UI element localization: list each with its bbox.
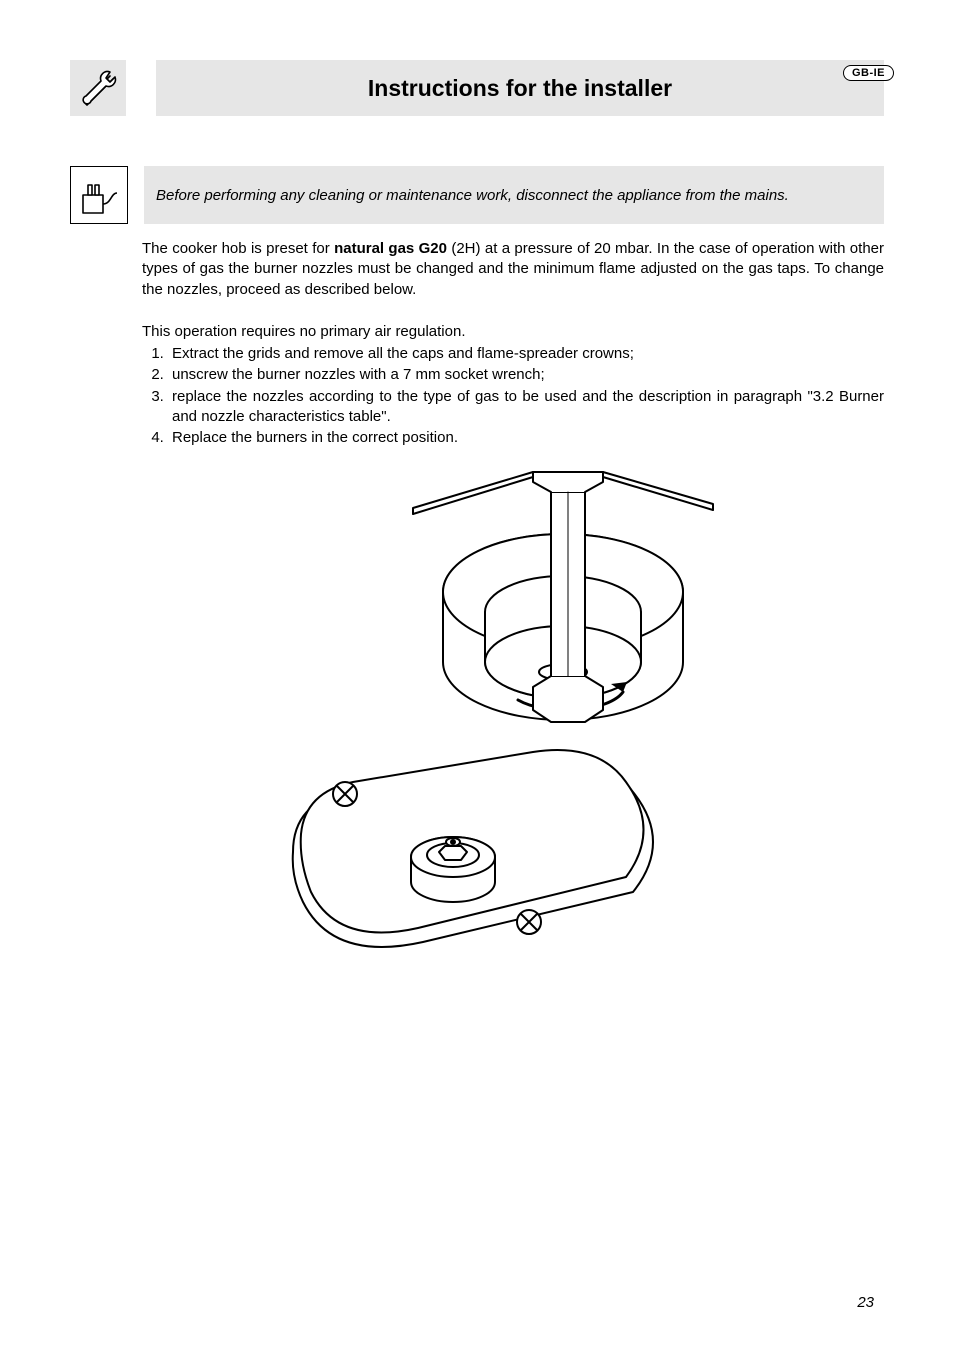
header-icon-box [70,60,126,116]
page-number: 23 [857,1294,874,1311]
warning-row: Before performing any cleaning or mainte… [70,166,884,224]
intro-bold: natural gas G20 [334,240,447,257]
header-row: Instructions for the installer [70,60,884,116]
plug-disconnect-icon [77,173,121,217]
steps-list: Extract the grids and remove all the cap… [142,344,884,448]
warning-band: Before performing any cleaning or mainte… [144,166,884,224]
page-root: GB-IE Instructions for the installer [0,0,954,1351]
warning-icon-box [70,166,128,224]
intro-before: The cooker hob is preset for [142,240,334,257]
warning-text: Before performing any cleaning or mainte… [156,187,789,204]
figure-wrap [142,458,884,982]
body-block: The cooker hob is preset for natural gas… [142,239,884,448]
pre-list-text: This operation requires no primary air r… [142,322,884,342]
page-title: Instructions for the installer [368,75,672,102]
step-item: Extract the grids and remove all the cap… [168,344,884,364]
step-item: unscrew the burner nozzles with a 7 mm s… [168,365,884,385]
step-item: replace the nozzles according to the typ… [168,387,884,428]
intro-paragraph: The cooker hob is preset for natural gas… [142,239,884,300]
nozzle-diagram [233,462,753,982]
step-item: Replace the burners in the correct posit… [168,428,884,448]
region-badge: GB-IE [843,65,894,81]
wrench-screwdriver-icon [76,66,120,110]
page-title-band: Instructions for the installer [156,60,884,116]
